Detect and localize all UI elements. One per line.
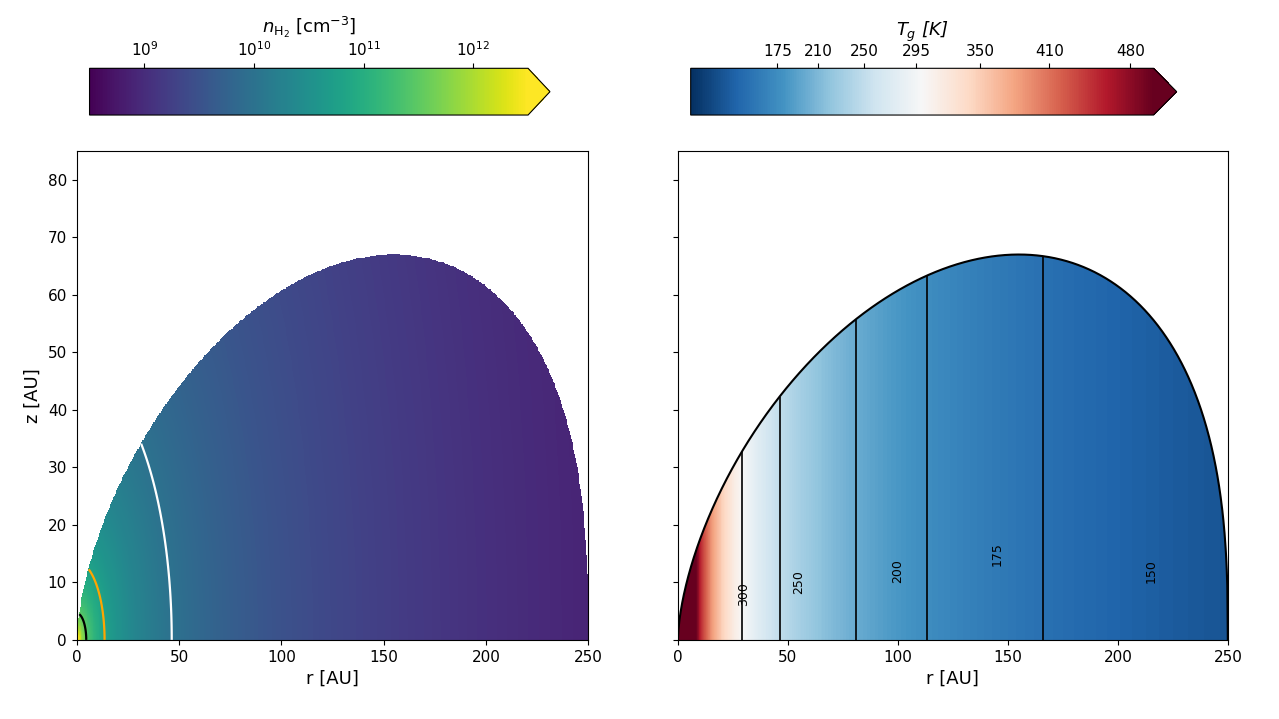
- Title: $n_{\mathrm{H_2}}$ [cm$^{-3}$]: $n_{\mathrm{H_2}}$ [cm$^{-3}$]: [262, 14, 356, 40]
- Point: [668, 634, 688, 646]
- Point: [668, 634, 688, 646]
- Text: 150: 150: [1145, 559, 1157, 583]
- PathPatch shape: [528, 68, 550, 115]
- Point: [668, 634, 688, 646]
- X-axis label: r [AU]: r [AU]: [926, 670, 980, 688]
- Text: 250: 250: [793, 570, 806, 595]
- Y-axis label: z [AU]: z [AU]: [24, 368, 42, 423]
- X-axis label: r [AU]: r [AU]: [306, 670, 359, 688]
- Text: 200: 200: [891, 559, 904, 583]
- PathPatch shape: [1154, 68, 1177, 115]
- Text: 300: 300: [738, 582, 751, 606]
- Point: [668, 634, 688, 646]
- Point: [668, 634, 688, 646]
- Text: 175: 175: [990, 541, 1003, 566]
- Title: $T_g$ [K]: $T_g$ [K]: [897, 19, 948, 44]
